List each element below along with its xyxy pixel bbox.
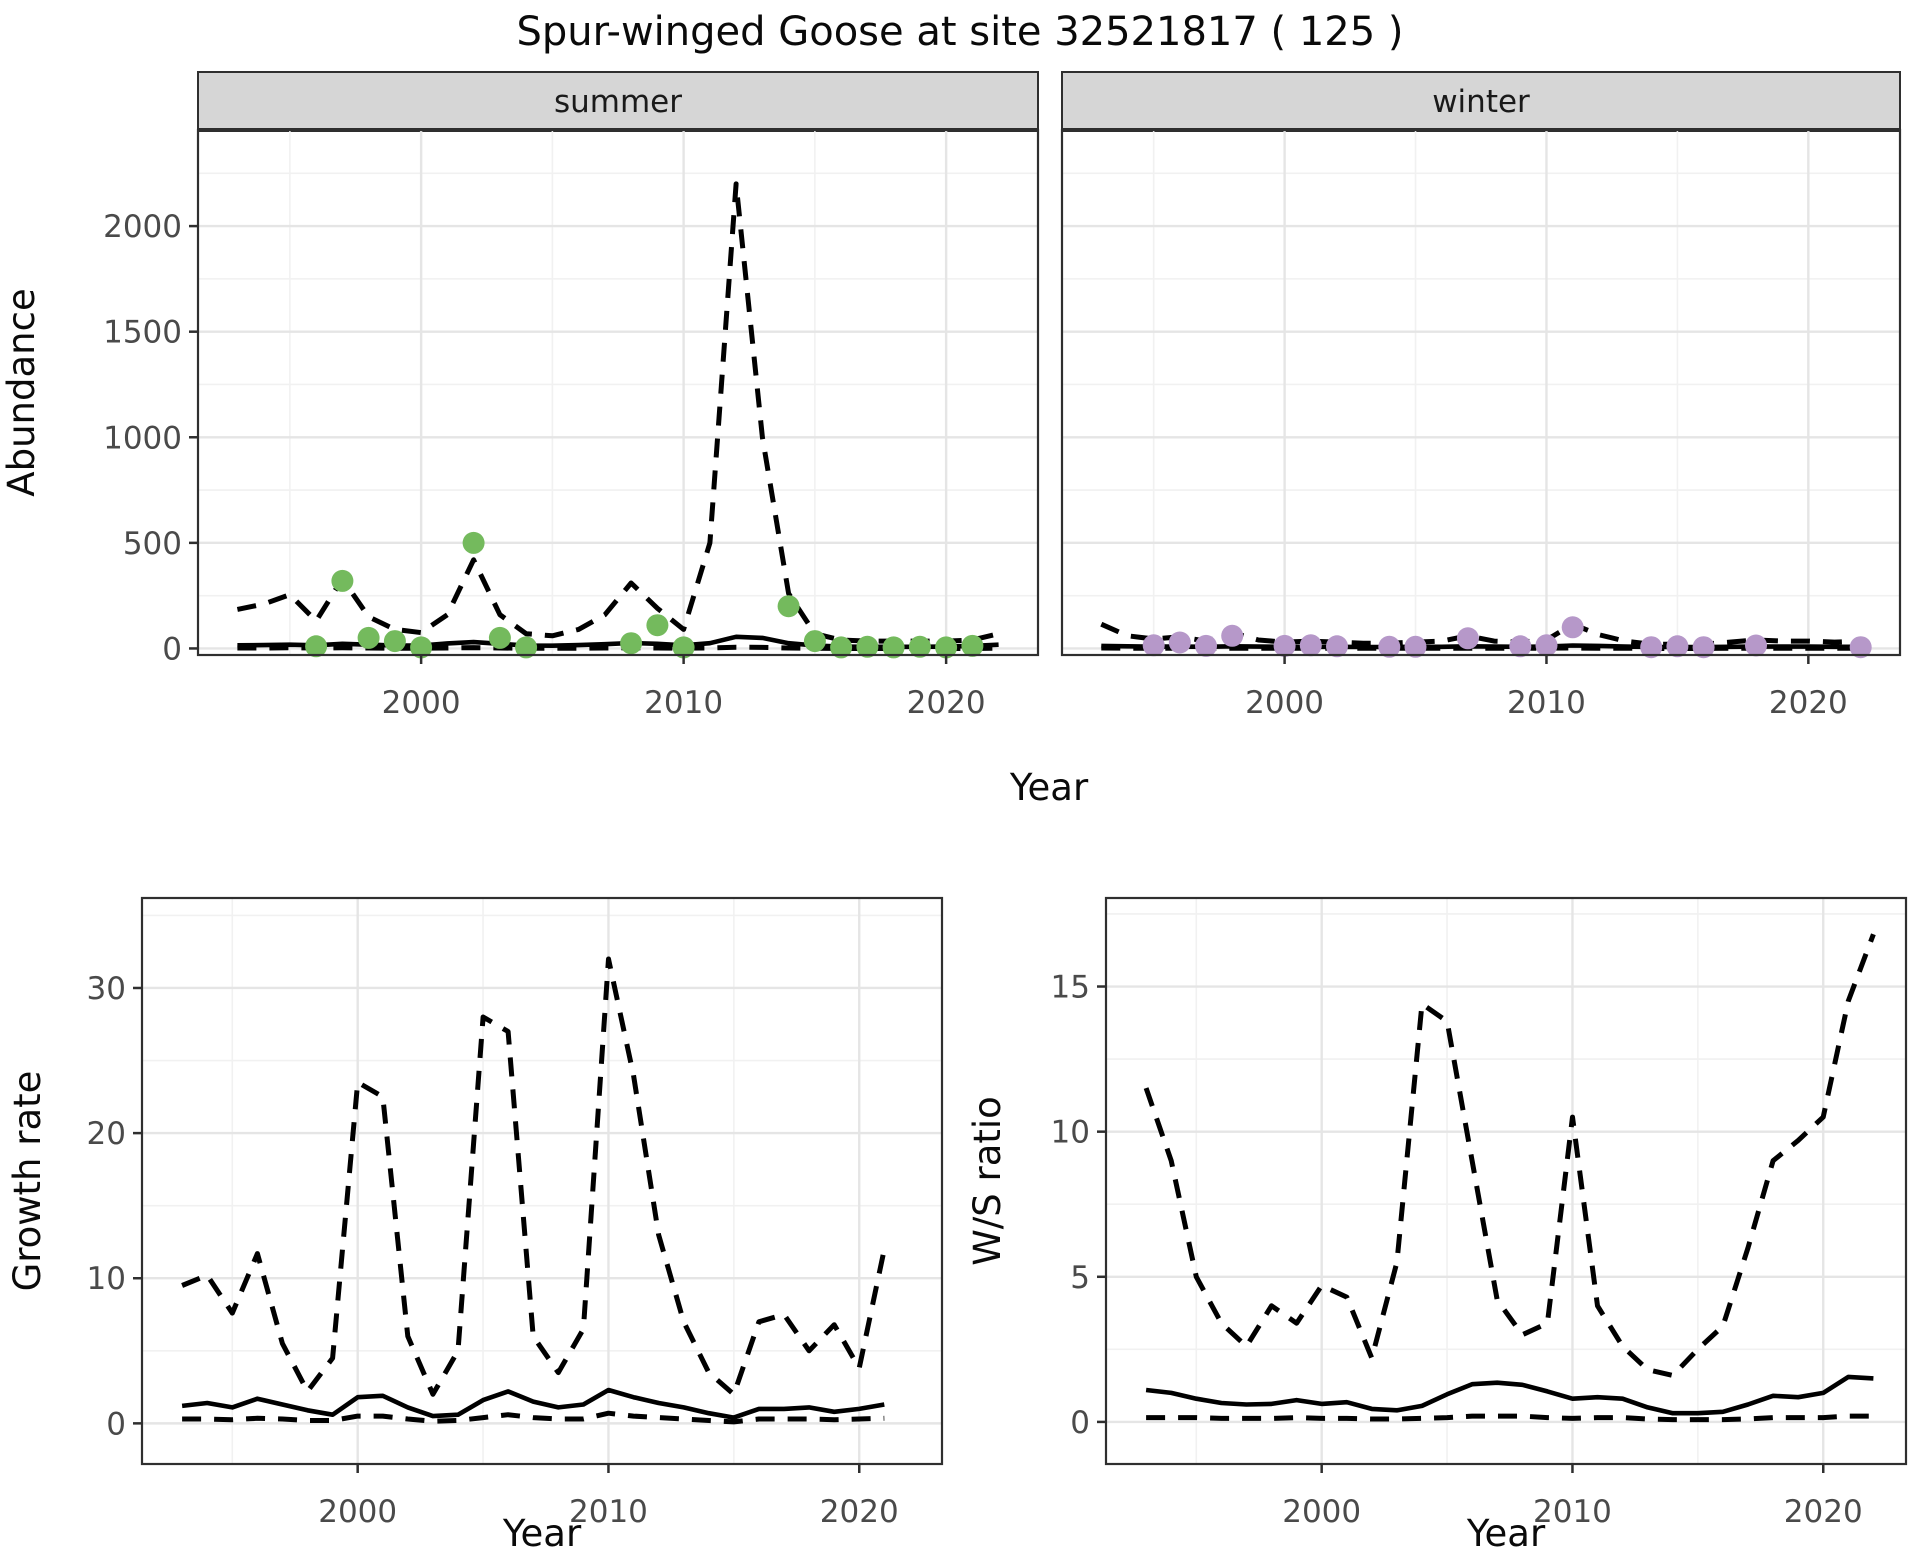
x-tick-label: 2010	[1507, 685, 1586, 721]
y-tick-label: 0	[162, 631, 182, 667]
x-tick-label: 2010	[1533, 1494, 1612, 1530]
facet-strip-summer	[197, 71, 1039, 131]
winter-panel-observed-point	[1404, 635, 1427, 658]
x-tick-label: 2000	[382, 685, 461, 721]
ws-ratio-panel-lower-ci-line	[1146, 1413, 1874, 1423]
y-tick-label: 10	[87, 1261, 126, 1297]
winter-panel-observed-point	[1221, 624, 1244, 647]
winter-panel-border	[1060, 128, 1902, 657]
y-tick-label: 0	[1070, 1405, 1090, 1441]
winter-panel-fit-line	[1101, 643, 1861, 650]
summer-panel-observed-point	[331, 569, 354, 592]
x-tick-label: 2010	[644, 685, 723, 721]
summer-panel-observed-point	[803, 630, 826, 653]
summer-panel-observed-point	[410, 636, 433, 659]
winter-panel-observed-point	[1849, 636, 1872, 659]
winter-panel-observed-point	[1745, 634, 1767, 657]
growth-rate-panel: 2000 2010 2020 0 10 20 30	[87, 896, 944, 1530]
summer-panel-observed-point	[672, 636, 695, 659]
abundance-facet-chart: summer 2000 2010 2020 0 500 1000 1500 2000 winter…	[0, 71, 1902, 809]
facet-strip-winter	[1061, 71, 1901, 131]
summer-panel-observed-point	[646, 614, 669, 637]
winter-panel-observed-point	[1273, 634, 1296, 657]
summer-panel-observed-point	[305, 635, 328, 658]
summer-panel-observed-point	[830, 636, 853, 659]
x-tick-label: 2020	[1784, 1494, 1863, 1530]
winter-panel-observed-point	[1142, 634, 1165, 657]
winter-panel-observed-point	[1561, 616, 1584, 639]
summer-panel-observed-point	[935, 636, 958, 659]
y-axis-title-abundance: Abundance	[0, 288, 43, 496]
x-tick-label: 2010	[569, 1494, 648, 1530]
winter-panel-observed-point	[1378, 635, 1401, 658]
ws-ratio-chart: 2000 2010 2020 0 5 10 15 W/S ratio Year	[966, 896, 1908, 1555]
winter-panel-observed-point	[1168, 631, 1191, 654]
summer-panel-observed-point	[908, 635, 931, 658]
summer-panel-observed-point	[488, 626, 511, 649]
x-tick-label: 2000	[318, 1494, 397, 1530]
x-axis-title-year-growth-rate: Year	[502, 1512, 582, 1555]
facet-strip-label-summer: summer	[554, 84, 682, 120]
y-tick-label: 2000	[103, 209, 182, 245]
summer-panel-observed-point	[882, 636, 905, 659]
y-tick-label: 30	[87, 971, 126, 1007]
winter-panel-observed-point	[1509, 635, 1532, 658]
winter-panel-observed-point	[1195, 634, 1217, 657]
winter-panel-observed-point	[1692, 636, 1715, 659]
y-tick-label: 5	[1070, 1260, 1090, 1296]
growth-rate-panel-upper-ci-line	[181, 956, 887, 1397]
x-tick-label: 2020	[907, 685, 986, 721]
summer-panel-observed-point	[620, 632, 643, 655]
growth-rate-panel-lower-ci-line	[182, 1410, 885, 1425]
summer-panel-observed-point	[856, 635, 879, 658]
y-axis-title-growth-rate: Growth rate	[6, 1071, 49, 1292]
y-tick-label: 20	[87, 1116, 126, 1152]
y-tick-label: 1000	[103, 420, 182, 456]
summer-panel: 2000 2010 2020 0 500 1000 1500 2000	[103, 128, 1040, 721]
figure-title: Spur-winged Goose at site 32521817 ( 125…	[516, 9, 1404, 55]
summer-panel-upper-ci-line	[236, 181, 1000, 644]
growth-rate-chart: 2000 2010 2020 0 10 20 30 Growth rate Year	[6, 896, 944, 1555]
facet-strip-label-winter: winter	[1432, 84, 1530, 120]
winter-panel-observed-point	[1456, 627, 1479, 650]
x-tick-label: 2000	[1282, 1494, 1361, 1530]
summer-panel-observed-point	[777, 595, 800, 618]
summer-panel-observed-point	[462, 531, 485, 554]
y-tick-label: 15	[1051, 970, 1090, 1006]
growth-rate-panel-border	[140, 896, 944, 1466]
winter-panel-observed-point	[1666, 635, 1689, 658]
summer-panel-border	[196, 128, 1040, 657]
winter-panel-observed-point	[1326, 635, 1348, 658]
summer-panel-observed-point	[961, 634, 984, 657]
x-tick-label: 2020	[1769, 685, 1848, 721]
ws-ratio-panel-upper-ci-line	[1143, 933, 1876, 1378]
y-tick-label: 500	[123, 526, 182, 562]
ws-ratio-panel-fit-line	[1145, 1374, 1874, 1416]
x-tick-label: 2020	[820, 1494, 899, 1530]
ws-ratio-panel-border	[1104, 896, 1908, 1466]
x-tick-label: 2000	[1245, 685, 1324, 721]
winter-panel-observed-point	[1640, 636, 1663, 659]
x-axis-title-year-ws-ratio: Year	[1466, 1512, 1546, 1555]
growth-rate-panel-fit-line	[181, 1387, 885, 1420]
y-axis-title-ws-ratio: W/S ratio	[966, 1096, 1009, 1266]
winter-panel-observed-point	[1299, 634, 1322, 657]
x-axis-title-year-top: Year	[1009, 766, 1089, 809]
summer-panel-observed-point	[383, 630, 406, 653]
winter-panel-observed-point	[1535, 634, 1558, 657]
ws-ratio-panel: 2000 2010 2020 0 5 10 15	[1051, 896, 1908, 1530]
winter-panel: 2000 2010 2020	[1060, 128, 1902, 721]
y-tick-label: 0	[106, 1406, 126, 1442]
y-tick-label: 10	[1051, 1115, 1090, 1151]
summer-panel-observed-point	[515, 636, 538, 659]
summer-panel-observed-point	[357, 626, 380, 649]
y-tick-label: 1500	[103, 315, 182, 351]
